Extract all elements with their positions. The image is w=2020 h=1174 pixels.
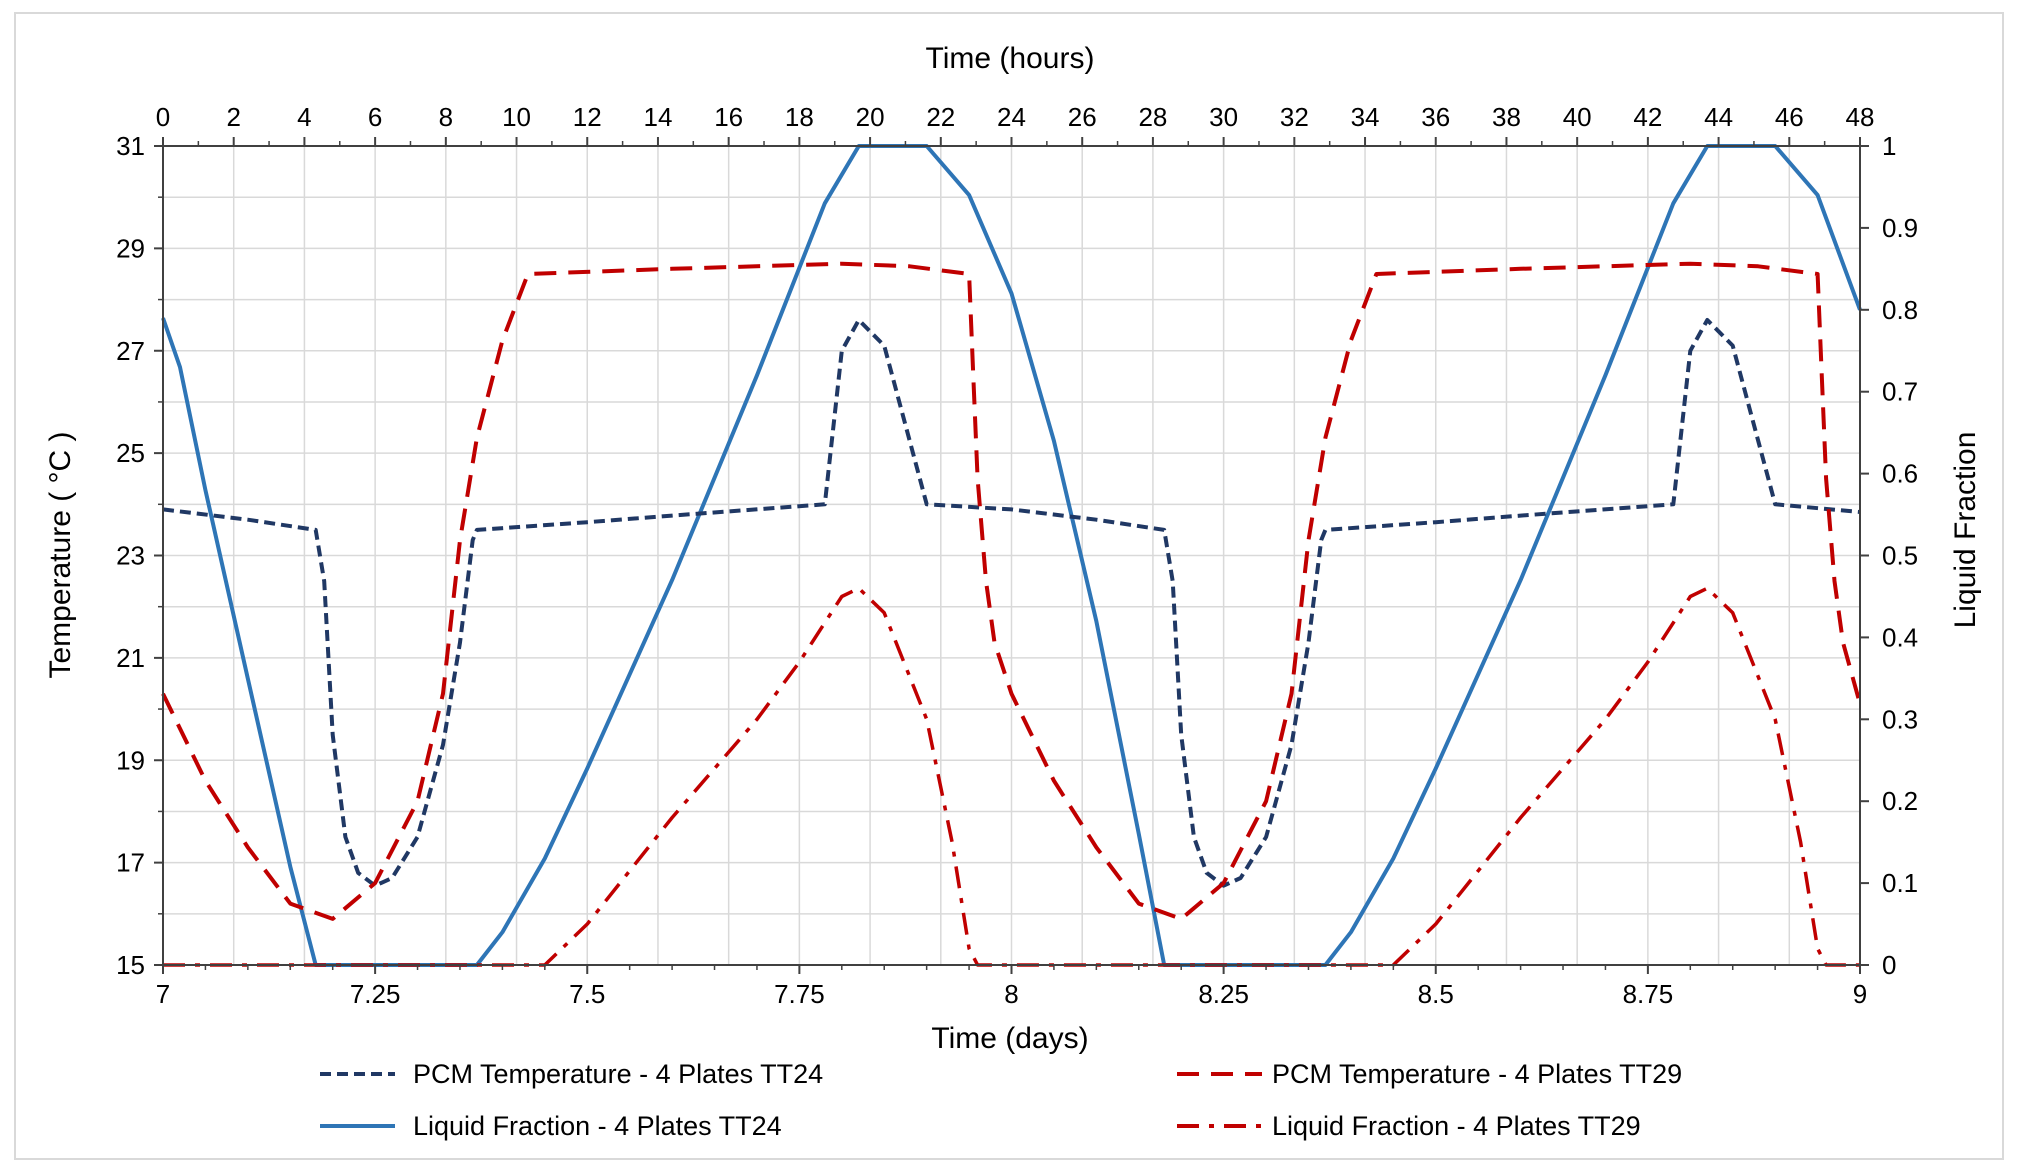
top-tick-label: 6 xyxy=(368,102,382,132)
right-tick-label: 1 xyxy=(1882,131,1896,161)
bottom-tick-label: 7.5 xyxy=(569,979,605,1009)
legend-label-tt29-temp: PCM Temperature - 4 Plates TT29 xyxy=(1272,1059,1682,1089)
legend-label-tt24-lf: Liquid Fraction - 4 Plates TT24 xyxy=(413,1111,782,1141)
top-tick-label: 32 xyxy=(1280,102,1309,132)
right-tick-label: 0.3 xyxy=(1882,704,1918,734)
top-tick-label: 2 xyxy=(226,102,240,132)
top-axis-ticks: 0 2 4 6 8 10 12 14 16 18 20 22 24 26 28 30 32 34 36 38 40 42 4… xyxy=(156,102,1875,146)
left-tick-label: 17 xyxy=(116,848,145,878)
top-tick-label: 28 xyxy=(1138,102,1167,132)
left-tick-label: 23 xyxy=(116,541,145,571)
legend-entry-tt29-lf: Liquid Fraction - 4 Plates TT29 xyxy=(1177,1111,1641,1141)
legend-entry-tt24-lf: Liquid Fraction - 4 Plates TT24 xyxy=(320,1111,782,1141)
top-tick-label: 34 xyxy=(1351,102,1380,132)
bottom-axis-title: Time (days) xyxy=(931,1022,1088,1055)
top-tick-label: 38 xyxy=(1492,102,1521,132)
bottom-tick-label: 9 xyxy=(1853,979,1867,1009)
series-line-tt29-lf xyxy=(163,586,1860,967)
right-axis-ticks: 0 0.1 0.2 0.3 0.4 0.5 0.6 0.7 0.8 0.9 1 xyxy=(1860,131,1918,980)
left-axis-title: Temperature ( °C ) xyxy=(44,431,77,678)
right-tick-label: 0.1 xyxy=(1882,868,1918,898)
bottom-tick-label: 8.25 xyxy=(1198,979,1249,1009)
gridlines xyxy=(162,145,1861,966)
right-tick-label: 0.7 xyxy=(1882,377,1918,407)
right-tick-label: 0.5 xyxy=(1882,541,1918,571)
legend: PCM Temperature - 4 Plates TT24 PCM Temp… xyxy=(320,1059,1682,1141)
top-tick-label: 16 xyxy=(714,102,743,132)
right-axis-title: Liquid Fraction xyxy=(1949,432,1982,629)
left-axis-ticks: 15 17 19 21 23 25 27 29 31 xyxy=(116,131,163,980)
top-tick-label: 14 xyxy=(643,102,672,132)
top-tick-label: 42 xyxy=(1633,102,1662,132)
left-tick-label: 15 xyxy=(116,950,145,980)
series-line-tt29-temp xyxy=(161,261,1862,921)
right-tick-label: 0.8 xyxy=(1882,295,1918,325)
bottom-tick-label: 8.5 xyxy=(1418,979,1454,1009)
top-tick-label: 26 xyxy=(1068,102,1097,132)
top-tick-label: 24 xyxy=(997,102,1026,132)
bottom-axis-ticks: 7 7.25 7.5 7.75 8 8.25 8.5 8.75 9 xyxy=(156,965,1867,1009)
left-tick-label: 29 xyxy=(116,233,145,263)
legend-label-tt29-lf: Liquid Fraction - 4 Plates TT29 xyxy=(1272,1111,1641,1141)
series-line-tt24-temp xyxy=(162,318,1861,888)
legend-label-tt24-temp: PCM Temperature - 4 Plates TT24 xyxy=(413,1059,823,1089)
top-tick-label: 8 xyxy=(439,102,453,132)
top-tick-label: 48 xyxy=(1846,102,1875,132)
top-tick-label: 10 xyxy=(502,102,531,132)
right-tick-label: 0 xyxy=(1882,950,1896,980)
left-tick-label: 31 xyxy=(116,131,145,161)
top-tick-label: 22 xyxy=(926,102,955,132)
top-tick-label: 4 xyxy=(297,102,311,132)
top-tick-label: 20 xyxy=(856,102,885,132)
left-tick-label: 19 xyxy=(116,745,145,775)
right-tick-label: 0.2 xyxy=(1882,786,1918,816)
top-tick-label: 36 xyxy=(1421,102,1450,132)
top-axis-title: Time (hours) xyxy=(926,42,1095,75)
legend-entry-tt29-temp: PCM Temperature - 4 Plates TT29 xyxy=(1177,1059,1682,1089)
right-tick-label: 0.4 xyxy=(1882,622,1918,652)
left-tick-label: 25 xyxy=(116,438,145,468)
left-tick-label: 27 xyxy=(116,336,145,366)
top-tick-label: 40 xyxy=(1563,102,1592,132)
chart-frame xyxy=(14,12,2004,1160)
bottom-tick-label: 8.75 xyxy=(1623,979,1674,1009)
right-tick-label: 0.6 xyxy=(1882,459,1918,489)
top-tick-label: 0 xyxy=(156,102,170,132)
right-tick-label: 0.9 xyxy=(1882,213,1918,243)
bottom-tick-label: 7 xyxy=(156,979,170,1009)
bottom-tick-label: 7.75 xyxy=(774,979,825,1009)
bottom-tick-label: 7.25 xyxy=(350,979,401,1009)
top-tick-label: 30 xyxy=(1209,102,1238,132)
top-tick-label: 46 xyxy=(1775,102,1804,132)
bottom-tick-label: 8 xyxy=(1004,979,1018,1009)
top-tick-label: 12 xyxy=(573,102,602,132)
left-tick-label: 21 xyxy=(116,643,145,673)
top-tick-label: 44 xyxy=(1704,102,1733,132)
legend-entry-tt24-temp: PCM Temperature - 4 Plates TT24 xyxy=(320,1059,823,1089)
top-tick-label: 18 xyxy=(785,102,814,132)
